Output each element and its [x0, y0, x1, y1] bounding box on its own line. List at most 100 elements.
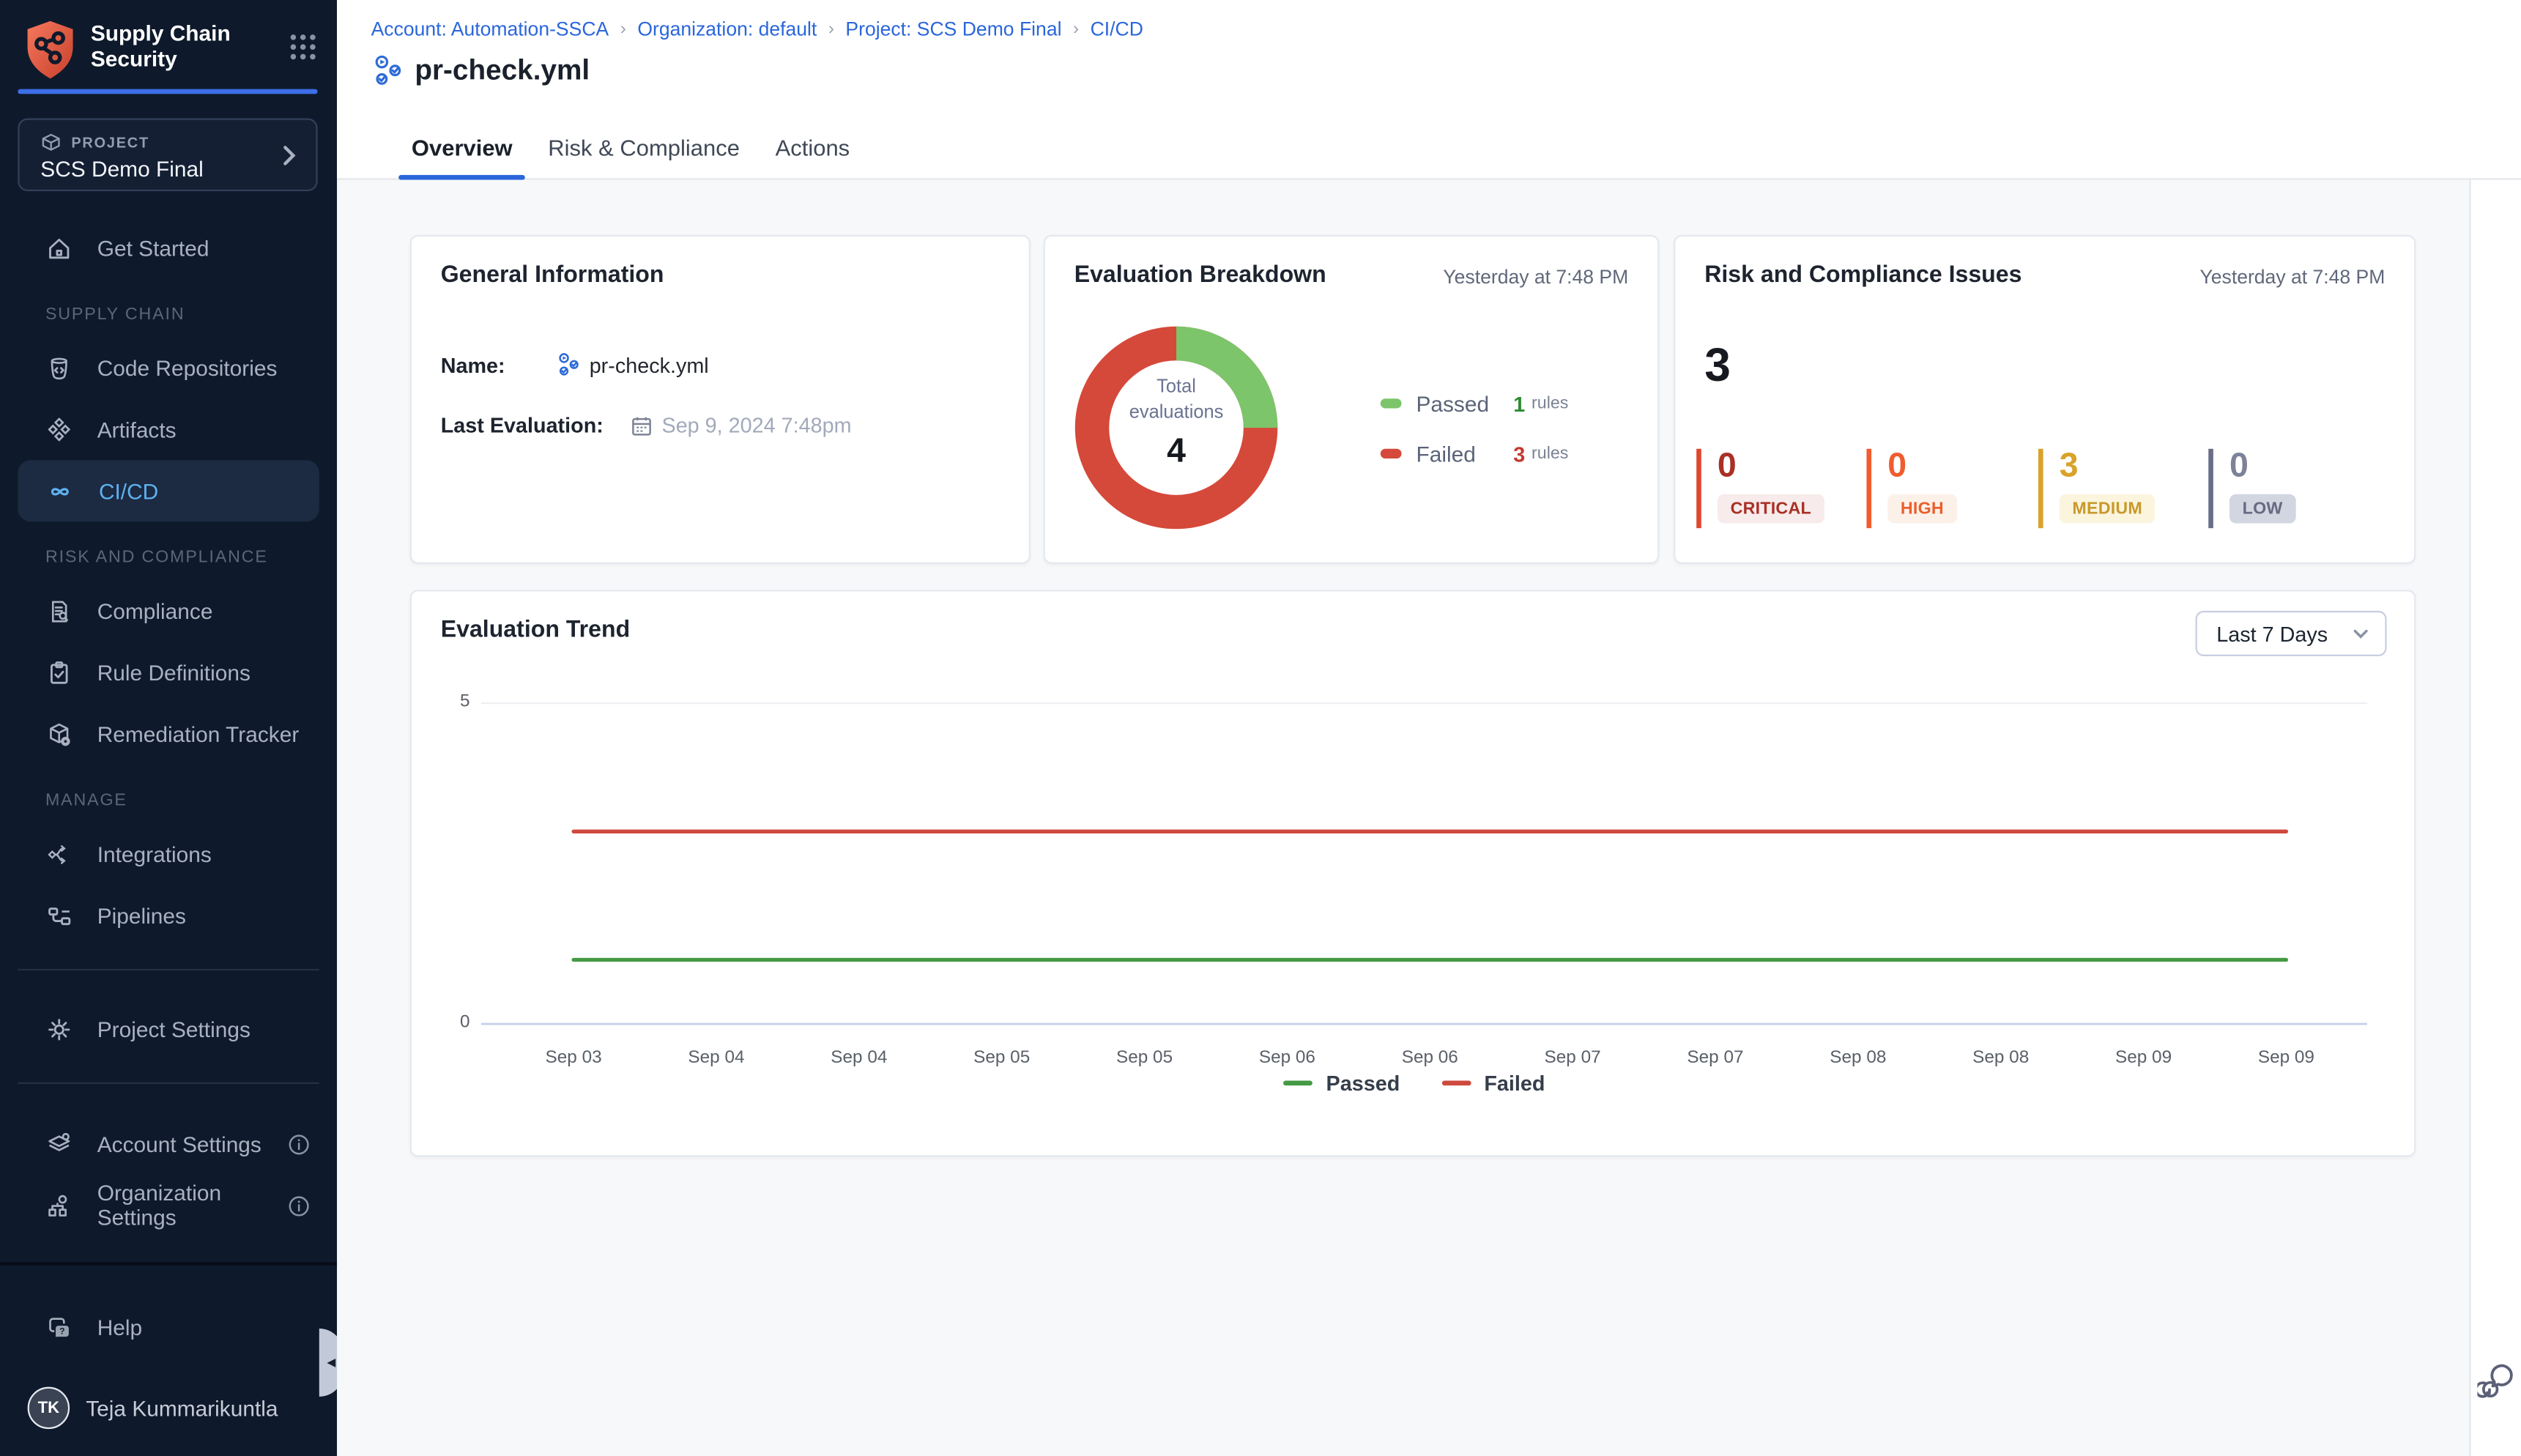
info-icon[interactable] — [289, 1133, 310, 1154]
main-content: Account: Automation-SSCA › Organization:… — [337, 0, 2521, 1456]
pipeline-icon — [371, 53, 405, 87]
severity-low: 0 LOW — [2208, 449, 2295, 528]
legend-toggle-failed[interactable]: Failed — [1442, 1071, 1545, 1095]
date-range-select[interactable]: Last 7 Days — [2196, 611, 2387, 656]
x-axis-label: Sep 05 — [973, 1047, 1030, 1067]
sidebar-item-rule-definitions[interactable]: Rule Definitions — [18, 642, 319, 703]
project-selector[interactable]: PROJECT SCS Demo Final — [18, 118, 317, 191]
severity-count: 3 — [2060, 449, 2156, 483]
sidebar-item-compliance[interactable]: Compliance — [18, 580, 319, 642]
remediation-box-icon — [45, 720, 73, 748]
failed-swatch — [1381, 449, 1402, 458]
name-value: pr-check.yml — [590, 352, 709, 376]
tab-overview[interactable]: Overview — [398, 115, 525, 179]
name-label: Name: — [441, 352, 505, 376]
x-axis-label: Sep 09 — [2115, 1047, 2172, 1067]
card-title: Risk and Compliance Issues — [1704, 262, 2021, 288]
sidebar-item-code-repositories[interactable]: Code Repositories — [18, 337, 319, 398]
risk-compliance-card: Risk and Compliance Issues Yesterday at … — [1674, 235, 2416, 564]
tab-risk-compliance[interactable]: Risk & Compliance — [535, 115, 753, 179]
y-axis-tick-max: 5 — [434, 692, 470, 712]
breadcrumb-project[interactable]: Project: SCS Demo Final — [845, 18, 1061, 40]
info-icon[interactable] — [289, 1195, 310, 1216]
passed-line-swatch — [1284, 1081, 1313, 1086]
breadcrumb-separator: › — [1073, 20, 1079, 40]
severity-high: 0 HIGH — [1866, 449, 1956, 528]
account-layers-icon — [45, 1130, 73, 1158]
failed-count: 3 — [1513, 442, 1525, 466]
sidebar-item-integrations[interactable]: Integrations — [18, 823, 319, 885]
sidebar-item-cicd[interactable]: CI/CD — [18, 460, 319, 521]
donut-center-value: 4 — [1108, 433, 1244, 472]
sidebar-item-organization-settings[interactable]: Organization Settings — [18, 1175, 319, 1236]
x-axis-label: Sep 04 — [831, 1047, 887, 1067]
module-grid-icon[interactable] — [289, 32, 318, 62]
calendar-icon — [631, 414, 653, 437]
sidebar-item-artifacts[interactable]: Artifacts — [18, 398, 319, 460]
x-axis-label: Sep 07 — [1545, 1047, 1601, 1067]
sidebar-item-get-started[interactable]: Get Started — [18, 217, 319, 278]
tab-actions[interactable]: Actions — [762, 115, 863, 179]
sidebar-nav: Get Started SUPPLY CHAIN Code Repositori… — [0, 191, 337, 1438]
sidebar-accent-divider — [18, 89, 317, 94]
compliance-doc-icon — [45, 597, 73, 625]
failed-line-swatch — [1442, 1081, 1471, 1086]
evaluation-trend-card: Evaluation Trend Last 7 Days 5 0 Sep 03S… — [410, 590, 2416, 1156]
last-evaluation-value: Sep 9, 2024 7:48pm — [662, 413, 852, 437]
sidebar-item-help[interactable]: ? Help — [18, 1296, 319, 1358]
avatar: TK — [28, 1387, 70, 1430]
sidebar-collapse-handle[interactable]: ◀ — [319, 1329, 337, 1397]
x-axis-label: Sep 08 — [1972, 1047, 2029, 1067]
user-menu[interactable]: TK Teja Kummarikuntla — [18, 1377, 319, 1438]
pipeline-icon — [555, 352, 581, 377]
passed-swatch — [1381, 398, 1402, 408]
clipboard-check-icon — [45, 658, 73, 686]
product-logo-link[interactable]: Supply Chain Security — [0, 0, 337, 83]
artifacts-icon — [45, 415, 73, 443]
breadcrumb-organization[interactable]: Organization: default — [637, 18, 817, 40]
x-axis-label: Sep 03 — [546, 1047, 602, 1067]
gear-icon — [45, 1015, 73, 1043]
breakdown-legend: Passed 1 rules Failed 3 rules — [1381, 390, 1569, 491]
chevron-right-icon — [277, 143, 300, 168]
app-viewport: Supply Chain Security PROJECT SCS Demo F… — [0, 0, 2521, 1456]
legend-item-failed: Failed 3 rules — [1381, 441, 1569, 467]
card-timestamp: Yesterday at 7:48 PM — [2200, 266, 2386, 289]
trend-legend: Passed Failed — [412, 1071, 2418, 1095]
sidebar: Supply Chain Security PROJECT SCS Demo F… — [0, 0, 337, 1456]
severity-count: 0 — [1718, 449, 1824, 483]
passed-count: 1 — [1513, 391, 1525, 415]
x-axis-label: Sep 06 — [1259, 1047, 1315, 1067]
breadcrumb: Account: Automation-SSCA › Organization:… — [371, 18, 1143, 40]
severity-badge: CRITICAL — [1718, 494, 1824, 524]
page-header: Account: Automation-SSCA › Organization:… — [337, 0, 2521, 180]
card-title: General Information — [441, 262, 664, 288]
section-heading-manage: MANAGE — [0, 791, 337, 817]
sidebar-item-pipelines[interactable]: Pipelines — [18, 885, 319, 946]
breadcrumb-module[interactable]: CI/CD — [1091, 18, 1143, 40]
sidebar-item-remediation-tracker[interactable]: Remediation Tracker — [18, 703, 319, 765]
trend-line-chart: Sep 03Sep 04Sep 04Sep 05Sep 05Sep 06Sep … — [481, 688, 2367, 1085]
chat-support-icon[interactable] — [2477, 1361, 2516, 1400]
cube-icon — [40, 131, 62, 154]
legend-toggle-passed[interactable]: Passed — [1284, 1071, 1400, 1095]
breadcrumb-account[interactable]: Account: Automation-SSCA — [371, 18, 609, 40]
sidebar-item-account-settings[interactable]: Account Settings — [18, 1113, 319, 1175]
severity-badge: HIGH — [1887, 494, 1956, 524]
sidebar-item-project-settings[interactable]: Project Settings — [18, 998, 319, 1060]
help-chat-icon: ? — [45, 1313, 73, 1341]
organization-icon — [45, 1192, 73, 1219]
breadcrumb-separator: › — [620, 20, 626, 40]
home-icon — [45, 234, 73, 262]
x-axis-label: Sep 09 — [2258, 1047, 2314, 1067]
card-title: Evaluation Breakdown — [1074, 262, 1326, 288]
sidebar-footer-divider — [0, 1262, 337, 1265]
project-name: SCS Demo Final — [40, 157, 300, 182]
x-axis-label: Sep 04 — [688, 1047, 744, 1067]
section-heading-risk-and-compliance: RISK AND COMPLIANCE — [0, 548, 337, 573]
page-title: pr-check.yml — [415, 53, 590, 87]
legend-item-passed: Passed 1 rules — [1381, 390, 1569, 416]
section-heading-supply-chain: SUPPLY CHAIN — [0, 305, 337, 330]
x-axis-labels: Sep 03Sep 04Sep 04Sep 05Sep 05Sep 06Sep … — [546, 1047, 2314, 1067]
card-title: Evaluation Trend — [441, 617, 630, 643]
